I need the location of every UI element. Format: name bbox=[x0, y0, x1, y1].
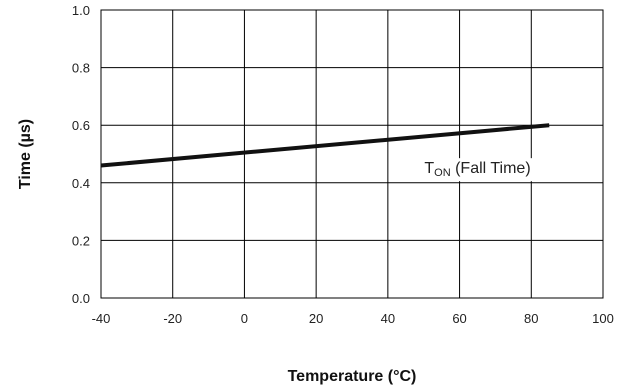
annotation-label: TON (Fall Time) bbox=[424, 160, 530, 179]
x-tick-label: -20 bbox=[163, 311, 182, 326]
x-tick-label: 0 bbox=[241, 311, 248, 326]
plot-frame bbox=[100, 9, 604, 299]
grid bbox=[100, 9, 604, 299]
series-line bbox=[100, 123, 550, 168]
series-group bbox=[100, 123, 550, 168]
x-tick-label: 40 bbox=[381, 311, 395, 326]
annotation-background bbox=[418, 158, 537, 182]
y-tick-label: 0.2 bbox=[72, 233, 90, 248]
x-tick-label: 80 bbox=[524, 311, 538, 326]
y-axis-title: Time (µs) bbox=[17, 119, 34, 189]
y-tick-label: 0.4 bbox=[72, 176, 90, 191]
x-tick-label: -40 bbox=[92, 311, 111, 326]
annotation-main: T bbox=[424, 160, 434, 177]
x-tick-label: 20 bbox=[309, 311, 323, 326]
x-axis-title: Temperature (°C) bbox=[288, 368, 417, 385]
annotation-subscript: ON bbox=[434, 167, 451, 179]
x-tick-labels: -40 -20 0 20 40 60 80 100 bbox=[92, 311, 614, 326]
annotation: TON (Fall Time) bbox=[418, 158, 537, 182]
x-tick-label: 100 bbox=[592, 311, 614, 326]
y-tick-label: 1.0 bbox=[72, 3, 90, 18]
annotation-rest: (Fall Time) bbox=[451, 160, 531, 177]
y-tick-labels: 0.0 0.2 0.4 0.6 0.8 1.0 bbox=[72, 3, 90, 306]
y-tick-label: 0.6 bbox=[72, 118, 90, 133]
x-tick-label: 60 bbox=[452, 311, 466, 326]
y-tick-label: 0.8 bbox=[72, 61, 90, 76]
y-tick-label: 0.0 bbox=[72, 291, 90, 306]
